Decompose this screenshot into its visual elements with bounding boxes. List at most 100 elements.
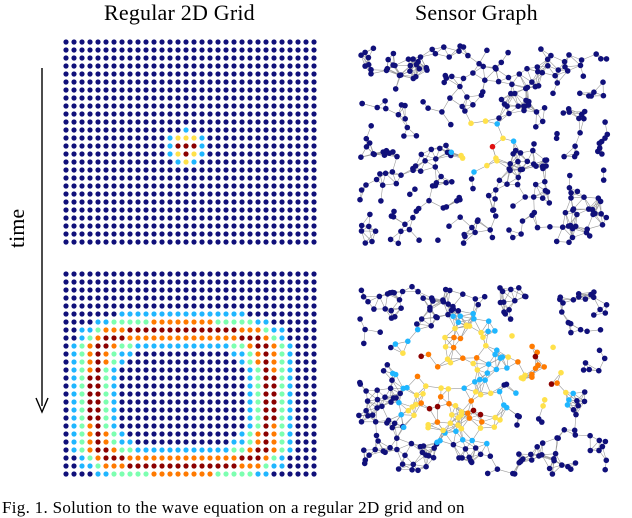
grid-node [215,279,220,284]
grid-node [239,175,244,180]
graph-node [574,151,580,157]
grid-node [71,335,76,340]
grid-node [287,367,292,372]
grid-node [183,431,188,436]
graph-node [433,164,439,170]
grid-node [111,375,116,380]
grid-node [255,407,260,412]
graph-node [419,152,425,158]
graph-node [415,374,421,380]
grid-node [175,359,180,364]
graph-node [497,389,503,395]
grid-node [87,271,92,276]
grid-node [63,271,68,276]
graph-node [482,294,488,300]
graph-node [573,412,579,418]
grid-node [295,95,300,100]
grid-node [63,287,68,292]
graph-node [597,145,603,151]
grid-node [215,439,220,444]
grid-node [79,279,84,284]
graph-node [443,344,449,350]
grid-node [183,183,188,188]
graph-node [400,461,406,467]
grid-node [279,335,284,340]
grid-node [215,391,220,396]
grid-node [207,47,212,52]
grid-node [159,39,164,44]
graph-node [576,116,582,122]
graph-node [374,387,380,393]
grid-node [247,47,252,52]
grid-node [71,319,76,324]
graph-node [541,364,547,370]
grid-node [223,55,228,60]
grid-node [167,367,172,372]
grid-node [111,351,116,356]
grid-node [111,311,116,316]
grid-node [95,111,100,116]
grid-node [231,471,236,476]
grid-node [175,175,180,180]
grid-node [255,383,260,388]
grid-node [151,399,156,404]
grid-node [135,463,140,468]
graph-node [578,327,584,333]
grid-node [79,407,84,412]
grid-node [231,111,236,116]
grid-node [295,55,300,60]
graph-node [382,152,388,158]
grid-node [111,207,116,212]
grid-node [135,151,140,156]
grid-node [95,415,100,420]
grid-node [127,415,132,420]
grid-node [271,199,276,204]
grid-node [295,335,300,340]
grid-node [199,47,204,52]
grid-node [207,359,212,364]
graph-node [554,239,560,245]
graph-node [529,344,535,350]
grid-node [135,415,140,420]
grid-node [175,335,180,340]
grid-node [183,447,188,452]
grid-node [255,455,260,460]
grid-node [239,167,244,172]
grid-node [207,231,212,236]
grid-node [183,79,188,84]
graph-node [559,309,565,315]
grid-node [215,167,220,172]
grid-node [295,127,300,132]
grid-node [311,95,316,100]
grid-node [263,415,268,420]
grid-node [127,103,132,108]
grid-node [311,191,316,196]
grid-node [287,423,292,428]
grid-node [175,223,180,228]
grid-node [215,351,220,356]
graph-node [362,461,368,467]
graph-node [453,403,459,409]
grid-node [87,287,92,292]
grid-node [119,87,124,92]
grid-node [207,343,212,348]
grid-node [63,95,68,100]
grid-node [183,215,188,220]
grid-node [119,167,124,172]
graph-node [374,105,380,111]
grid-node [63,127,68,132]
grid-node [311,295,316,300]
grid-node [79,239,84,244]
grid-node [127,79,132,84]
graph-node [486,193,492,199]
grid-node [103,359,108,364]
grid-node [87,199,92,204]
grid-node [191,311,196,316]
grid-node [159,383,164,388]
grid-node [247,287,252,292]
grid-node [111,455,116,460]
grid-node [231,399,236,404]
grid-node [231,455,236,460]
grid-node [127,383,132,388]
grid-node [271,447,276,452]
